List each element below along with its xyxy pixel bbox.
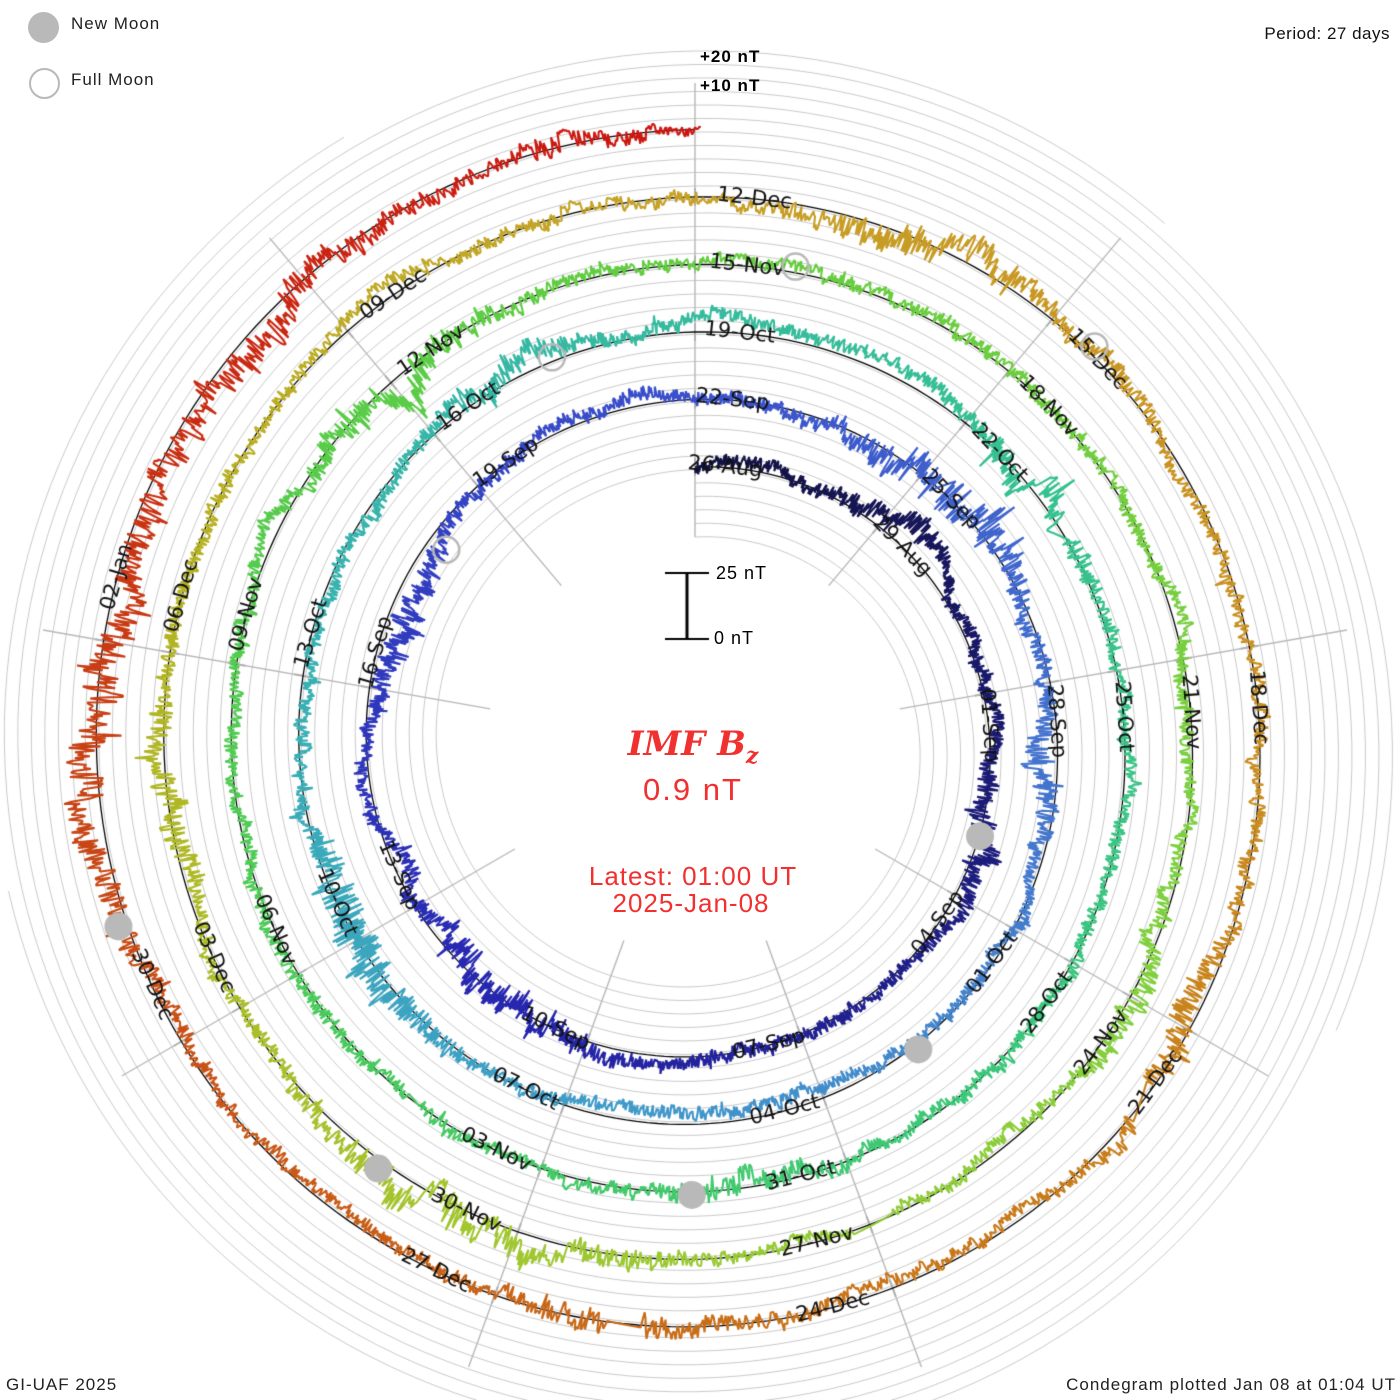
full-moon-label: Full Moon xyxy=(71,70,155,89)
chart-title: IMF Bz xyxy=(628,724,759,769)
scale-top-label: 25 nT xyxy=(716,563,768,583)
full-moon-icon xyxy=(29,68,60,99)
latest-value: 0.9 nT xyxy=(643,772,743,807)
grid-label-plus20: +20 nT xyxy=(700,47,761,66)
latest-time-label: Latest: 01:00 UT xyxy=(588,861,798,891)
grid-label-plus10: +10 nT xyxy=(700,76,761,95)
chart-title-main: IMF B xyxy=(627,724,746,764)
period-label: Period: 27 days xyxy=(1264,24,1390,43)
plotted-timestamp: Condegram plotted Jan 08 at 01:04 UT xyxy=(1066,1375,1396,1394)
new-moon-label: New Moon xyxy=(71,14,161,33)
new-moon-icon xyxy=(28,12,59,43)
latest-date-label: 2025-Jan-08 xyxy=(612,888,770,918)
credit-label: GI-UAF 2025 xyxy=(6,1375,118,1394)
chart-title-subscript: z xyxy=(745,743,759,769)
scale-bottom-label: 0 nT xyxy=(714,628,755,648)
